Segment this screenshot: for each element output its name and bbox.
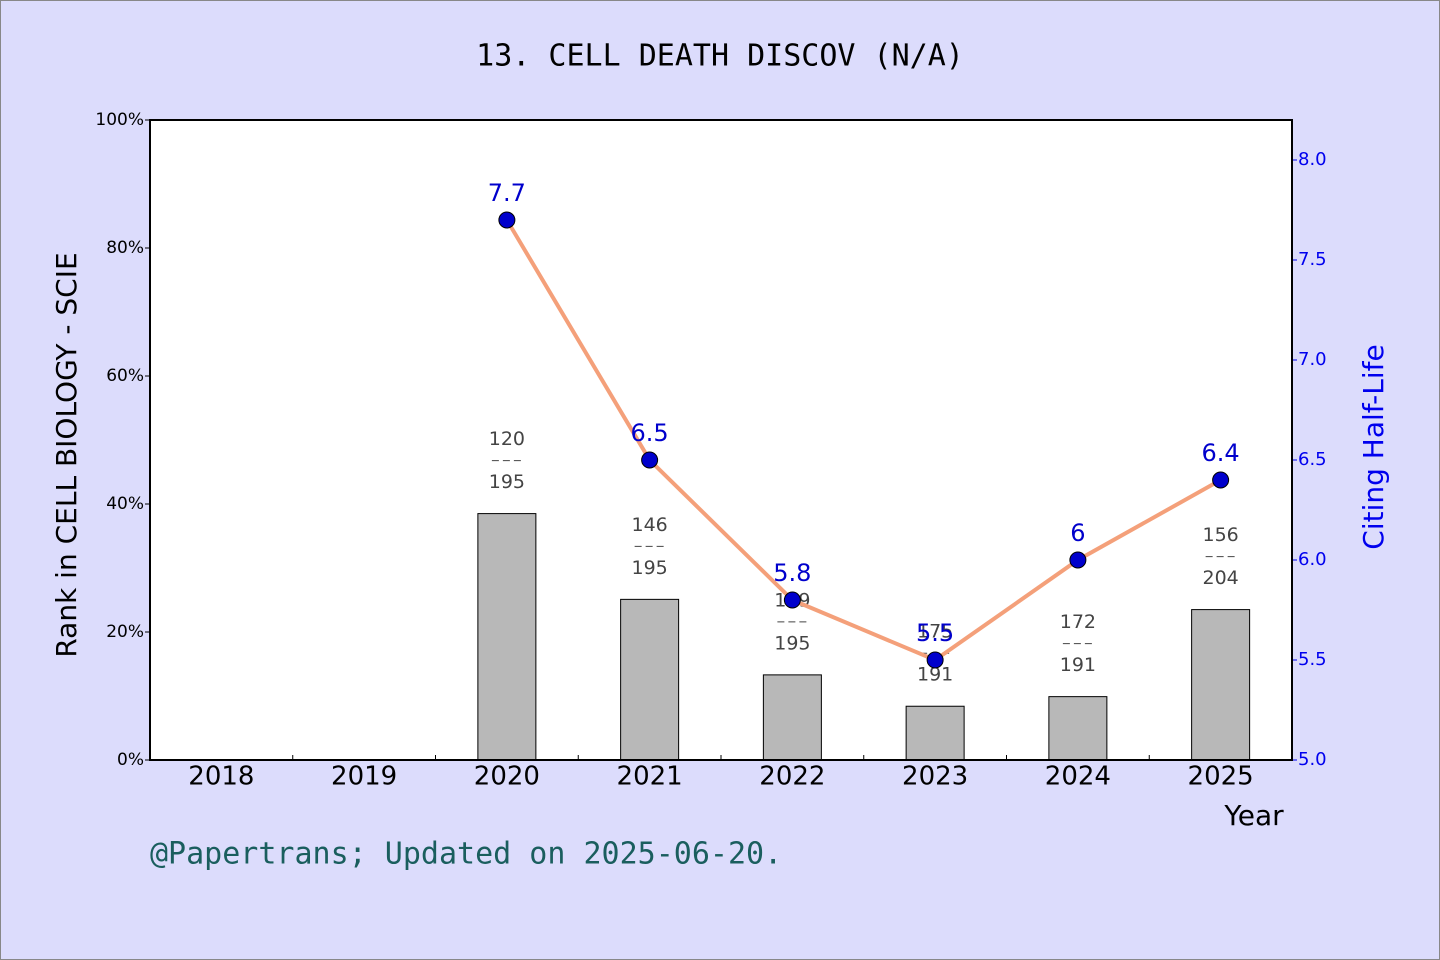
data-label: 5.5 — [916, 619, 954, 647]
rank-label: 175 — [917, 621, 953, 643]
total-label: 204 — [1202, 567, 1238, 589]
rank-label: 120 — [489, 428, 525, 450]
bar — [1048, 696, 1108, 761]
total-label: 195 — [489, 471, 525, 493]
data-label: 6.5 — [631, 419, 669, 447]
marker — [641, 451, 659, 469]
x-tick-label: 2025 — [1188, 762, 1254, 792]
y2-tick-label: 7.5 — [1298, 249, 1327, 270]
y-axis-label: Rank in CELL BIOLOGY - SCIE — [50, 252, 83, 657]
footer: @Papertrans; Updated on 2025-06-20. — [150, 837, 782, 872]
y2-tick-label: 8.0 — [1298, 149, 1327, 170]
y-tick-label: 20% — [106, 622, 144, 642]
plot-frame — [149, 119, 1293, 761]
marker — [783, 591, 801, 609]
y-tick-label: 40% — [106, 494, 144, 514]
data-label: 6 — [1070, 519, 1085, 547]
total-label: 191 — [917, 664, 953, 686]
x-tick-label: 2020 — [474, 762, 540, 792]
rank-label: 146 — [631, 514, 667, 536]
y-tick-label: 80% — [106, 238, 144, 258]
chart-title: 13. CELL DEATH DISCOV (N/A) — [476, 39, 964, 74]
y2-tick-label: 5.5 — [1298, 649, 1327, 670]
y-tick-label: 100% — [95, 110, 144, 130]
data-label: 5.8 — [773, 559, 811, 587]
plot-area — [150, 120, 1292, 760]
marker — [1212, 471, 1230, 489]
y2-axis-label: Citing Half-Life — [1357, 344, 1390, 549]
bar — [762, 674, 822, 761]
rank-label: 156 — [1202, 524, 1238, 546]
y2-tick-label: 6.5 — [1298, 449, 1327, 470]
bar — [905, 705, 965, 761]
x-tick-label: 2018 — [188, 762, 254, 792]
data-label: 7.7 — [488, 179, 526, 207]
line — [505, 218, 1222, 663]
y2-tick-label: 6.0 — [1298, 549, 1327, 570]
x-axis-label: Year — [1223, 799, 1284, 832]
x-tick-label: 2021 — [617, 762, 683, 792]
data-label: 6.4 — [1202, 439, 1240, 467]
rank-label: 172 — [1060, 611, 1096, 633]
marker — [926, 651, 944, 669]
x-tick-label: 2019 — [331, 762, 397, 792]
x-tick-label: 2022 — [759, 762, 825, 792]
bar — [477, 513, 537, 761]
bar — [1191, 609, 1251, 761]
y2-tick-label: 7.0 — [1298, 349, 1327, 370]
bar — [620, 598, 680, 761]
y2-tick-label: 5.0 — [1298, 749, 1327, 770]
y-tick-label: 0% — [117, 750, 144, 770]
x-tick-label: 2023 — [902, 762, 968, 792]
marker — [498, 211, 516, 229]
marker — [1069, 551, 1087, 569]
total-label: 195 — [774, 632, 810, 654]
x-tick-label: 2024 — [1045, 762, 1111, 792]
total-label: 191 — [1060, 654, 1096, 676]
total-label: 195 — [631, 557, 667, 579]
y-tick-label: 60% — [106, 366, 144, 386]
